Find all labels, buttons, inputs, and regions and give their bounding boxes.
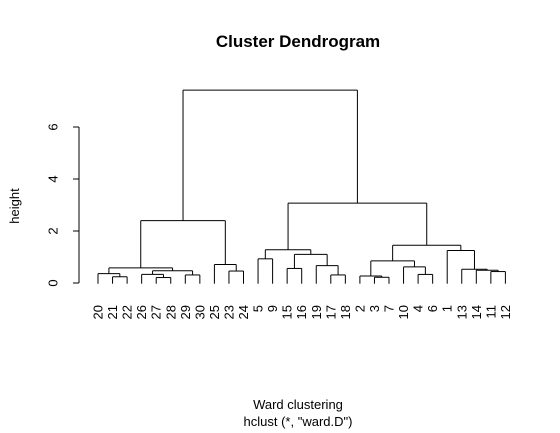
leaf-label: 21 — [105, 305, 120, 319]
leaf-label: 25 — [207, 305, 222, 319]
dendrogram-links — [97, 89, 506, 284]
leaf-label: 7 — [382, 305, 397, 312]
leaf-label: 10 — [396, 305, 411, 319]
leaf-label: 30 — [192, 305, 207, 319]
leaf-label: 6 — [425, 305, 440, 312]
leaf-label: 13 — [454, 305, 469, 319]
leaf-label: 12 — [498, 305, 513, 319]
leaf-label: 3 — [367, 305, 382, 312]
y-axis-label: height — [7, 188, 22, 224]
leaf-label: 11 — [483, 305, 498, 319]
leaf-label: 22 — [120, 305, 135, 319]
leaf-label: 15 — [280, 305, 295, 319]
leaf-label: 26 — [134, 305, 149, 319]
leaf-label: 29 — [178, 305, 193, 319]
leaf-label: 20 — [91, 305, 106, 319]
leaf-label: 9 — [265, 305, 280, 312]
subtitle: hclust (*, "ward.D") — [244, 414, 353, 429]
x-axis-label: Ward clustering — [253, 397, 343, 412]
leaf-label: 24 — [236, 305, 251, 319]
leaf-label: 17 — [323, 305, 338, 319]
leaf-label: 16 — [294, 305, 309, 319]
leaf-label: 1 — [440, 305, 455, 312]
leaf-label: 23 — [221, 305, 236, 319]
y-tick-label: 0 — [46, 279, 61, 286]
leaf-label: 14 — [469, 305, 484, 319]
leaf-label: 2 — [352, 305, 367, 312]
leaf-label: 4 — [411, 305, 426, 312]
y-tick-label: 4 — [46, 175, 61, 182]
y-axis: 0 2 4 6 — [46, 123, 80, 287]
leaf-label: 19 — [309, 305, 324, 319]
leaf-label: 18 — [338, 305, 353, 319]
leaf-label: 27 — [149, 305, 164, 319]
leaf-labels: 20 21 22 26 27 28 29 30 25 23 24 5 9 15 16 19 17 18 2 3 7 10 4… — [91, 305, 513, 319]
chart-title: Cluster Dendrogram — [216, 32, 380, 51]
y-tick-label: 6 — [46, 123, 61, 130]
leaf-label: 5 — [251, 305, 266, 312]
y-tick-label: 2 — [46, 227, 61, 234]
leaf-label: 28 — [163, 305, 178, 319]
